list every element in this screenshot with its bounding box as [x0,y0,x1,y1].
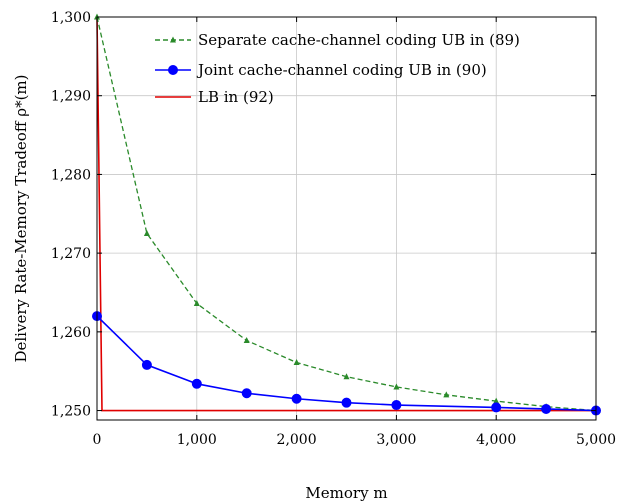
x-tick-label: 4,000 [476,432,516,448]
x-tick-label: 1,000 [177,432,217,448]
y-tick-label: 1,260 [51,325,91,341]
series-line [96,315,597,412]
data-point [193,300,200,307]
data-point [291,393,302,404]
data-point [241,388,252,399]
y-tick-label: 1,290 [51,89,91,105]
data-point [541,403,552,414]
data-point [391,400,402,411]
legend-item-2: LB in (92) [155,88,274,106]
legend-marker [168,65,178,75]
x-tick-label: 0 [93,432,102,448]
legend: Separate cache-channel coding UB in (89)… [155,31,520,106]
plot-area [96,16,597,421]
axis-ticks: 0 1,000 2,000 3,000 4,000 5,000 1,250 1,260 1,27… [51,10,616,448]
x-tick-label: 2,000 [277,432,317,448]
data-point [493,397,500,404]
y-tick-label: 1,280 [51,167,91,183]
data-point [141,359,152,370]
data-point [341,397,352,408]
data-point [343,373,350,380]
x-axis-label: Memory m [305,484,387,502]
legend-label: LB in (92) [198,88,274,106]
legend-item-0: Separate cache-channel coding UB in (89) [155,31,520,49]
y-axis-label: Delivery Rate-Memory Tradeoff ρ*(m) [12,74,30,362]
legend-marker [170,36,176,43]
data-point [143,229,150,236]
y-tick-label: 1,300 [51,10,91,26]
data-point [491,402,502,413]
y-tick-label: 1,270 [51,246,91,262]
data-point [293,359,300,366]
legend-label: Joint cache-channel coding UB in (90) [196,61,487,79]
y-tick-label: 1,250 [51,404,91,420]
x-tick-label: 3,000 [376,432,416,448]
series-1 [92,311,601,416]
data-point [393,383,400,390]
data-point [191,378,202,389]
data-point [443,391,450,398]
legend-label: Separate cache-channel coding UB in (89) [198,31,520,49]
x-tick-label: 5,000 [576,432,616,448]
legend-item-1: Joint cache-channel coding UB in (90) [155,61,487,79]
data-point [243,337,250,344]
